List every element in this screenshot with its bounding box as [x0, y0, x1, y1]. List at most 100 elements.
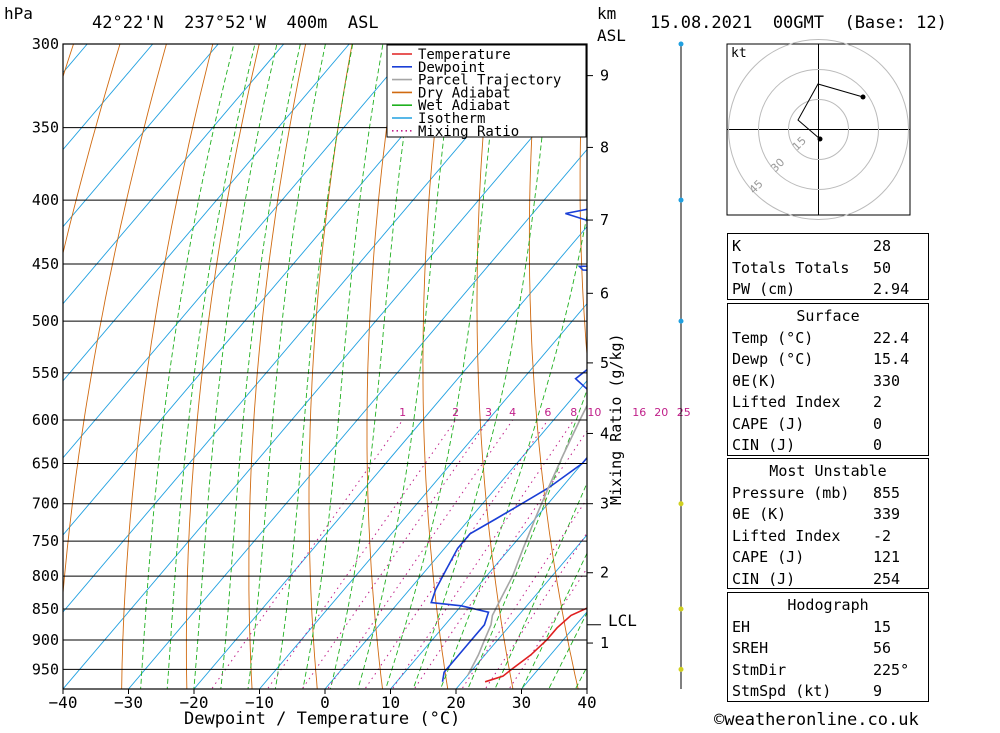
series-parcel-trajectory [467, 403, 587, 676]
hodo-row: StmDir 225° [728, 658, 928, 680]
km-tick-label: 9 [600, 67, 609, 85]
pressure-tick-label: 700 [32, 495, 59, 513]
asl-unit-label: ASL [597, 26, 626, 45]
isotherm-line [63, 44, 547, 613]
wet-adiabat-line [140, 44, 235, 689]
surface-value: 0 [873, 414, 883, 433]
wind-level-dot [678, 41, 684, 47]
surface-key: Temp (°C) [732, 328, 814, 347]
wet-adiabat-line [357, 44, 457, 689]
mixing-ratio-label: 16 [632, 406, 646, 419]
mixing-ratio-line [364, 419, 549, 689]
mu-key: Pressure (mb) [732, 483, 850, 502]
legend-label: Temperature [418, 47, 511, 63]
hodograph-point [860, 94, 866, 100]
pressure-tick-label: 550 [32, 364, 59, 382]
pressure-tick-label: 350 [32, 119, 59, 137]
mixing-ratio-label: 10 [587, 406, 601, 419]
legend-label: Wet Adiabat [418, 98, 511, 114]
indices-row: Totals Totals 50 [728, 256, 928, 278]
surface-key: CIN (J) [732, 436, 796, 454]
surface-row: Dewp (°C) 15.4 [728, 347, 928, 369]
mixing-ratio-label: 4 [509, 406, 516, 419]
pressure-tick-label: 850 [32, 600, 59, 618]
dry-adiabat-line [63, 44, 167, 599]
dry-adiabat-line [629, 44, 719, 724]
mu-key: θE (K) [732, 505, 787, 523]
copyright-link[interactable]: ©weatheronline.co.uk [714, 710, 919, 730]
isotherm-line [455, 534, 587, 689]
isotherm-line [193, 225, 587, 689]
isotherm-line [63, 44, 285, 305]
chart-title: 42°22'N 237°52'W 400m ASL [92, 13, 379, 33]
pressure-tick-label: 750 [32, 532, 59, 550]
pressure-tick-label: 600 [32, 411, 59, 429]
mu-value: 121 [873, 548, 901, 566]
legend-label: Dewpoint [418, 60, 485, 76]
wind-level-dot [678, 501, 684, 507]
wind-level-dot [678, 666, 684, 672]
wind-level-dot [678, 197, 684, 203]
x-tick-label: 40 [577, 693, 596, 712]
wet-adiabat-line [329, 44, 418, 689]
mixing-ratio-label: 25 [677, 406, 691, 419]
indices-key: PW (cm) [732, 280, 796, 298]
hodo-key: EH [732, 617, 751, 636]
wet-adiabat-line [166, 44, 256, 689]
hodograph-ring [788, 99, 849, 160]
mu-row: Pressure (mb) 855 [728, 481, 928, 503]
wet-adiabat-line [439, 213, 587, 689]
series-temperature [484, 607, 587, 683]
wet-adiabat-line [302, 44, 384, 689]
mixing-ratio-line [327, 419, 514, 689]
mu-row: CAPE (J) 121 [728, 545, 928, 567]
legend-label: Parcel Trajectory [418, 73, 561, 89]
dry-adiabat-line [185, 44, 260, 689]
mu-key: CIN (J) [732, 569, 796, 588]
wet-adiabat-line [412, 44, 553, 689]
isotherm-line [63, 44, 350, 382]
most-unstable-table: Most Unstable Pressure (mb) 855 θE (K) 339 L… [727, 458, 929, 589]
hodograph-ring [728, 39, 909, 220]
hodo-value: 15 [873, 617, 892, 636]
km-tick-label: 7 [600, 211, 609, 229]
x-tick-label: −20 [180, 693, 209, 712]
km-tick-label: 1 [600, 634, 609, 652]
x-tick-label: 20 [446, 693, 465, 712]
indices-row: K 28 [728, 234, 928, 256]
pressure-tick-label: 400 [32, 191, 59, 209]
surface-key: Lifted Index [732, 393, 841, 411]
mu-value: 855 [873, 483, 901, 502]
isotherm-line [63, 44, 416, 459]
dry-adiabat-line [476, 44, 514, 689]
dry-adiabat-line [121, 44, 214, 689]
hodograph-ring [758, 69, 879, 190]
hodo-row: StmSpd (kt) 9 [728, 679, 928, 701]
mixing-ratio-line [301, 419, 489, 689]
mixing-ratio-line [391, 419, 575, 689]
series-dewpoint [430, 208, 587, 682]
dry-adiabat-line [248, 44, 307, 689]
pressure-tick-label: 800 [32, 567, 59, 585]
hodograph-unit: kt [731, 46, 747, 61]
indices-key: Totals Totals [732, 258, 850, 277]
dry-adiabat-line [308, 44, 353, 689]
hodo-row: EH 15 [728, 615, 928, 637]
surface-value: 330 [873, 371, 901, 390]
wet-adiabat-line [385, 44, 501, 689]
dry-adiabat-line [956, 44, 1000, 724]
mu-row: θE (K) 339 [728, 502, 928, 524]
surface-title: Surface [796, 307, 860, 325]
mu-value: -2 [873, 526, 892, 545]
x-tick-label: 10 [381, 693, 400, 712]
wind-level-dot [678, 606, 684, 612]
wet-adiabat-line [247, 44, 326, 689]
mixing-ratio-label: 3 [485, 406, 492, 419]
km-tick-label: 4 [600, 424, 609, 442]
surface-value: 0 [873, 436, 883, 454]
most-unstable-title: Most Unstable [769, 462, 887, 480]
indices-value: 28 [873, 237, 892, 255]
